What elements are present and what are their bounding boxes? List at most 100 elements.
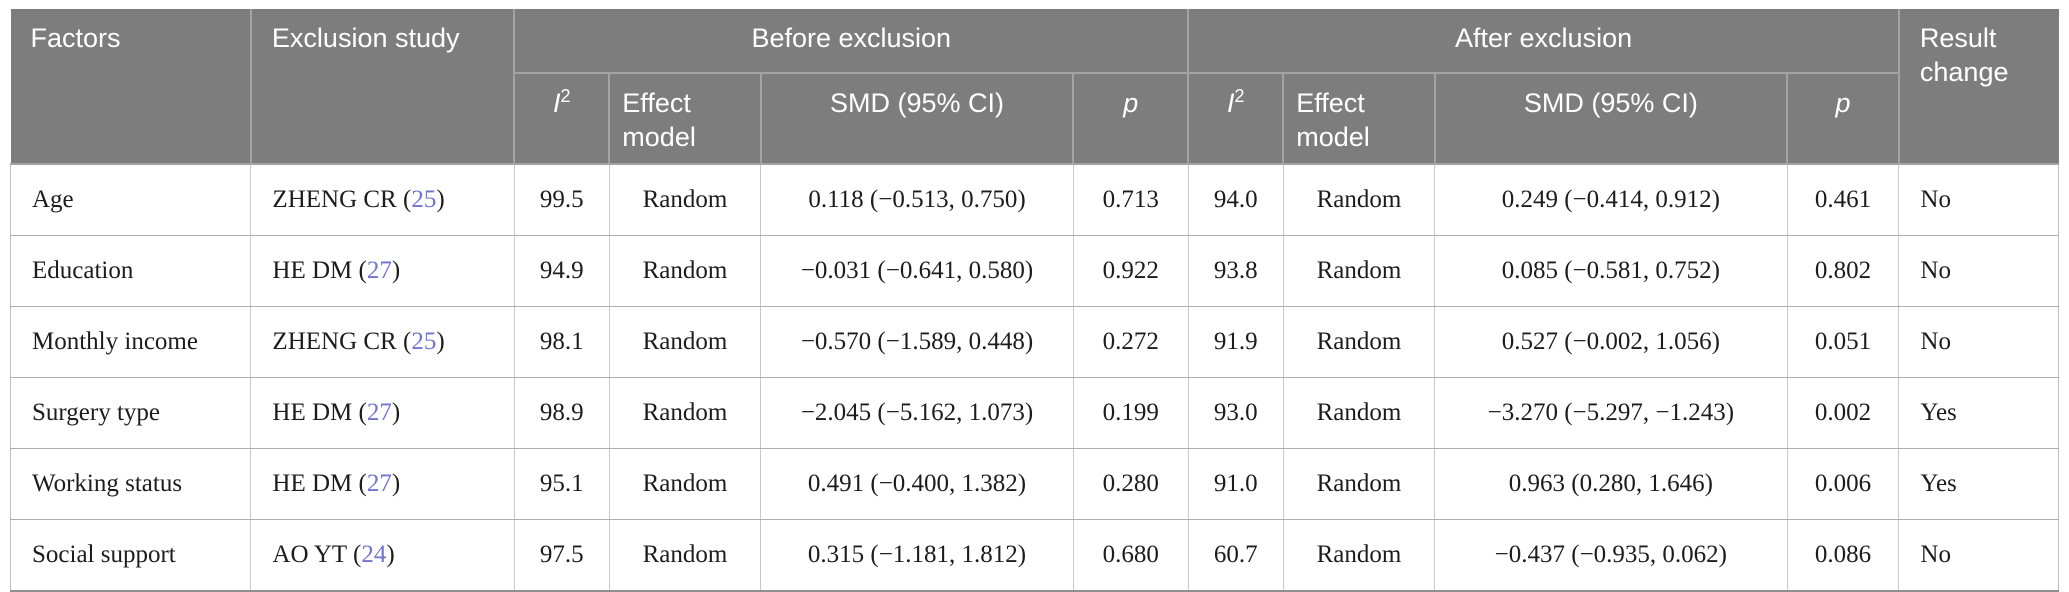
- header-exclusion-study: Exclusion study: [249, 9, 516, 165]
- cell-i2-after: 93.8: [1187, 234, 1284, 307]
- citation-link[interactable]: 27: [366, 398, 392, 426]
- table-row: Working status HE DM (27) 95.1 Random 0.…: [9, 447, 2059, 520]
- cell-effect-model-before: Random: [608, 163, 762, 236]
- subheader-i2-before: I2: [514, 72, 611, 165]
- study-name: HE DM: [272, 398, 353, 426]
- study-name: ZHENG CR: [272, 327, 397, 355]
- header-factors: Factors: [10, 9, 252, 165]
- citation-link[interactable]: 24: [361, 540, 387, 568]
- cell-p-before: 0.713: [1072, 163, 1189, 236]
- cell-p-after: 0.002: [1786, 376, 1900, 449]
- cell-p-after: 0.802: [1786, 234, 1900, 307]
- cell-effect-model-before: Random: [608, 234, 762, 307]
- subheader-effect-model-before: Effect model: [608, 72, 762, 165]
- table-body: Age ZHENG CR (25) 99.5 Random 0.118 (−0.…: [9, 163, 2059, 592]
- cell-smd-before: 0.491 (−0.400, 1.382): [760, 447, 1074, 520]
- cell-p-before: 0.680: [1072, 518, 1189, 592]
- paren-open: (: [352, 540, 362, 568]
- cell-factor: Surgery type: [9, 376, 252, 449]
- cell-i2-after: 93.0: [1187, 376, 1284, 449]
- cell-smd-before: −2.045 (−5.162, 1.073): [760, 376, 1074, 449]
- cell-smd-after: 0.249 (−0.414, 0.912): [1434, 163, 1788, 236]
- cell-factor: Social support: [9, 518, 252, 592]
- study-name: AO YT: [272, 540, 347, 568]
- cell-effect-model-before: Random: [608, 447, 762, 520]
- cell-effect-model-after: Random: [1282, 518, 1436, 592]
- cell-i2-after: 94.0: [1187, 163, 1284, 236]
- cell-p-after: 0.461: [1786, 163, 1900, 236]
- cell-smd-after: −0.437 (−0.935, 0.062): [1434, 518, 1788, 592]
- cell-result-change: No: [1898, 305, 2059, 378]
- table-row: Surgery type HE DM (27) 98.9 Random −2.0…: [9, 376, 2059, 449]
- study-name: ZHENG CR: [272, 185, 397, 213]
- paren-close: ): [386, 540, 395, 568]
- cell-effect-model-before: Random: [608, 376, 762, 449]
- paren-close: ): [391, 398, 401, 426]
- cell-effect-model-after: Random: [1282, 163, 1436, 236]
- cell-i2-before: 94.9: [513, 234, 610, 307]
- study-name: HE DM: [272, 469, 353, 497]
- cell-i2-before: 97.5: [513, 518, 610, 592]
- table-row: Monthly income ZHENG CR (25) 98.1 Random…: [9, 305, 2059, 378]
- citation-link[interactable]: 25: [411, 327, 437, 355]
- citation-link[interactable]: 25: [411, 185, 437, 213]
- cell-exclusion-study: ZHENG CR (25): [250, 163, 515, 236]
- cell-smd-before: 0.118 (−0.513, 0.750): [760, 163, 1074, 236]
- cell-exclusion-study: HE DM (27): [250, 376, 515, 449]
- cell-effect-model-before: Random: [608, 305, 762, 378]
- paren-open: (: [358, 398, 367, 426]
- cell-effect-model-before: Random: [608, 518, 762, 592]
- cell-smd-after: 0.963 (0.280, 1.646): [1434, 447, 1788, 520]
- cell-result-change: No: [1898, 234, 2059, 307]
- cell-exclusion-study: HE DM (27): [250, 234, 515, 307]
- cell-i2-before: 98.9: [513, 376, 610, 449]
- table-header: Factors Exclusion study Before exclusion…: [10, 9, 2059, 165]
- cell-exclusion-study: HE DM (27): [250, 447, 515, 520]
- cell-i2-before: 98.1: [513, 305, 610, 378]
- subheader-smd-before: SMD (95% CI): [759, 72, 1075, 165]
- paren-open: (: [402, 327, 412, 355]
- cell-effect-model-after: Random: [1282, 234, 1436, 307]
- sensitivity-analysis-table: Factors Exclusion study Before exclusion…: [9, 9, 2059, 592]
- paren-close: ): [391, 256, 401, 284]
- cell-effect-model-after: Random: [1282, 376, 1436, 449]
- citation-link[interactable]: 27: [366, 256, 392, 284]
- cell-smd-before: 0.315 (−1.181, 1.812): [760, 518, 1074, 592]
- subheader-smd-after: SMD (95% CI): [1433, 72, 1789, 165]
- cell-smd-after: −3.270 (−5.297, −1.243): [1434, 376, 1788, 449]
- cell-smd-before: −0.570 (−1.589, 0.448): [760, 305, 1074, 378]
- paren-close: ): [391, 469, 401, 497]
- cell-result-change: Yes: [1898, 376, 2059, 449]
- cell-i2-after: 60.7: [1187, 518, 1284, 592]
- table-row: Age ZHENG CR (25) 99.5 Random 0.118 (−0.…: [9, 163, 2059, 236]
- table-row: Education HE DM (27) 94.9 Random −0.031 …: [9, 234, 2059, 307]
- cell-factor: Education: [9, 234, 252, 307]
- subheader-effect-model-after: Effect model: [1282, 72, 1436, 165]
- paren-open: (: [402, 185, 412, 213]
- cell-exclusion-study: AO YT (24): [250, 518, 515, 592]
- cell-factor: Age: [9, 163, 252, 236]
- cell-i2-before: 99.5: [513, 163, 610, 236]
- cell-effect-model-after: Random: [1282, 447, 1436, 520]
- header-before-exclusion: Before exclusion: [513, 9, 1190, 74]
- cell-p-after: 0.051: [1786, 305, 1900, 378]
- cell-result-change: No: [1898, 163, 2059, 236]
- paren-close: ): [436, 327, 445, 355]
- cell-p-before: 0.922: [1072, 234, 1189, 307]
- cell-factor: Monthly income: [9, 305, 252, 378]
- cell-i2-after: 91.9: [1187, 305, 1284, 378]
- cell-result-change: No: [1898, 518, 2059, 592]
- paren-open: (: [358, 256, 367, 284]
- citation-link[interactable]: 27: [366, 469, 392, 497]
- paren-open: (: [358, 469, 367, 497]
- paren-close: ): [436, 185, 445, 213]
- cell-result-change: Yes: [1898, 447, 2059, 520]
- cell-smd-after: 0.527 (−0.002, 1.056): [1434, 305, 1788, 378]
- cell-p-after: 0.006: [1786, 447, 1900, 520]
- cell-p-before: 0.272: [1072, 305, 1189, 378]
- header-result-change: Result change: [1897, 9, 2059, 165]
- table-row: Social support AO YT (24) 97.5 Random 0.…: [9, 518, 2059, 592]
- subheader-p-after: p: [1786, 72, 1900, 165]
- cell-i2-before: 95.1: [513, 447, 610, 520]
